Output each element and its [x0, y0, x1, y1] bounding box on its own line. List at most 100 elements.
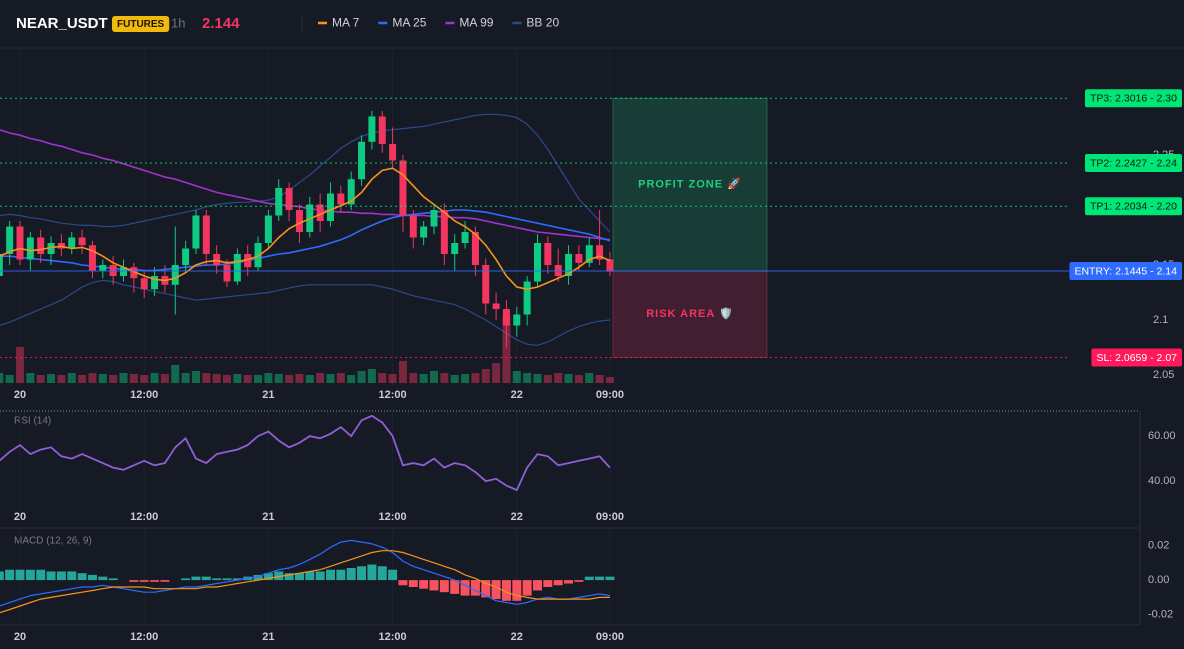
histogram-bar	[284, 573, 294, 581]
histogram-bar	[543, 580, 553, 587]
level-label-background	[1069, 262, 1182, 281]
histogram-bar	[77, 573, 87, 581]
histogram-bar	[232, 578, 242, 581]
volume-bar	[160, 374, 169, 383]
level-label-background	[1091, 348, 1182, 367]
volume-bar	[512, 371, 521, 383]
histogram-bar	[553, 580, 563, 586]
candle-body	[88, 245, 96, 271]
level-label: TP1: 2.2034 - 2.20	[1085, 197, 1182, 216]
histogram-bar	[201, 576, 211, 581]
x-tick-label: 20	[14, 631, 26, 643]
histogram-bar	[315, 571, 325, 581]
histogram-bar	[46, 571, 56, 581]
histogram-bar	[98, 576, 108, 581]
x-tick-label: 22	[511, 389, 523, 401]
level-label-text: SL: 2.0659 - 2.07	[1096, 352, 1177, 364]
candle-body	[0, 254, 3, 276]
x-tick-label: 12:00	[379, 631, 407, 643]
x-tick-label: 22	[511, 511, 523, 523]
candle-body	[565, 254, 573, 276]
candle-body	[120, 267, 127, 276]
candle-body	[264, 215, 272, 243]
candle-body	[295, 210, 303, 232]
candle-body	[461, 232, 469, 243]
legend-label: MA 7	[332, 16, 360, 30]
volume-bar	[450, 375, 459, 383]
badge: FUTURES	[117, 19, 165, 30]
candle-body	[451, 243, 459, 254]
volume-bar	[585, 373, 594, 383]
candle-body	[409, 215, 417, 238]
volume-bar	[357, 371, 366, 383]
interval: 1h	[171, 15, 185, 30]
x-tick-label: 21	[262, 631, 274, 643]
histogram-bar	[408, 580, 418, 587]
volume-bar	[461, 374, 470, 383]
last-price: 2.144	[202, 15, 240, 32]
histogram-bar	[56, 571, 66, 581]
histogram-bar	[212, 578, 222, 581]
zone	[612, 270, 768, 359]
volume-bar	[347, 375, 356, 383]
y-tick-label: 0.00	[1148, 574, 1169, 586]
candle-body	[358, 141, 366, 180]
histogram-bar	[253, 574, 263, 581]
candle-body	[430, 210, 438, 227]
histogram-bar	[326, 569, 335, 581]
volume-bar	[140, 375, 149, 383]
moving-average	[0, 129, 610, 241]
volume-bar	[481, 369, 490, 383]
volume-bar	[471, 373, 480, 383]
histogram-bar	[357, 566, 367, 581]
legend-label: BB 20	[526, 16, 559, 30]
candle-body	[389, 144, 397, 161]
volume-bar	[233, 374, 242, 383]
histogram-bar	[564, 580, 574, 584]
histogram-bar	[222, 578, 232, 581]
candle-body	[99, 265, 107, 271]
candle-body	[575, 254, 583, 263]
macd-line	[0, 550, 610, 614]
histogram-bar	[191, 576, 201, 581]
x-tick-label: 09:00	[596, 511, 624, 523]
histogram-bar	[522, 580, 532, 596]
volume-bar	[16, 347, 24, 383]
candle-body	[596, 245, 604, 260]
candle-body	[492, 303, 500, 309]
candle-body	[368, 116, 376, 142]
volume-bar	[129, 374, 138, 383]
volume-bar	[26, 373, 35, 383]
volume-bar	[264, 373, 273, 383]
symbol: NEAR_USDT	[16, 15, 108, 32]
volume-bar	[398, 361, 407, 383]
volume-bar	[502, 315, 511, 383]
histogram-bar	[346, 568, 356, 581]
badge-background	[112, 16, 170, 32]
legend-label: MA 25	[392, 16, 426, 30]
x-tick-label: 12:00	[130, 631, 158, 643]
volume-bar	[47, 374, 56, 383]
candle-body	[6, 226, 14, 254]
volume-bar	[150, 373, 159, 383]
bollinger-band	[0, 113, 611, 233]
volume-bar	[430, 371, 438, 383]
histogram-bar	[263, 573, 273, 581]
histogram-bar	[139, 580, 149, 582]
volume-bar	[305, 375, 314, 383]
level-label-text: TP3: 2.3016 - 2.30	[1090, 93, 1177, 105]
candle-body	[606, 259, 614, 272]
volume-bar	[119, 373, 128, 383]
histogram-bar	[377, 566, 387, 581]
volume-bar	[523, 373, 532, 383]
histogram-bar	[129, 580, 139, 582]
histogram-bar	[429, 580, 439, 591]
candle-body	[285, 188, 293, 210]
volume-bar	[316, 373, 325, 383]
candle-body	[534, 243, 541, 282]
volume-bar	[67, 373, 76, 383]
volume-bar	[212, 374, 221, 383]
histogram-bar	[533, 580, 542, 591]
